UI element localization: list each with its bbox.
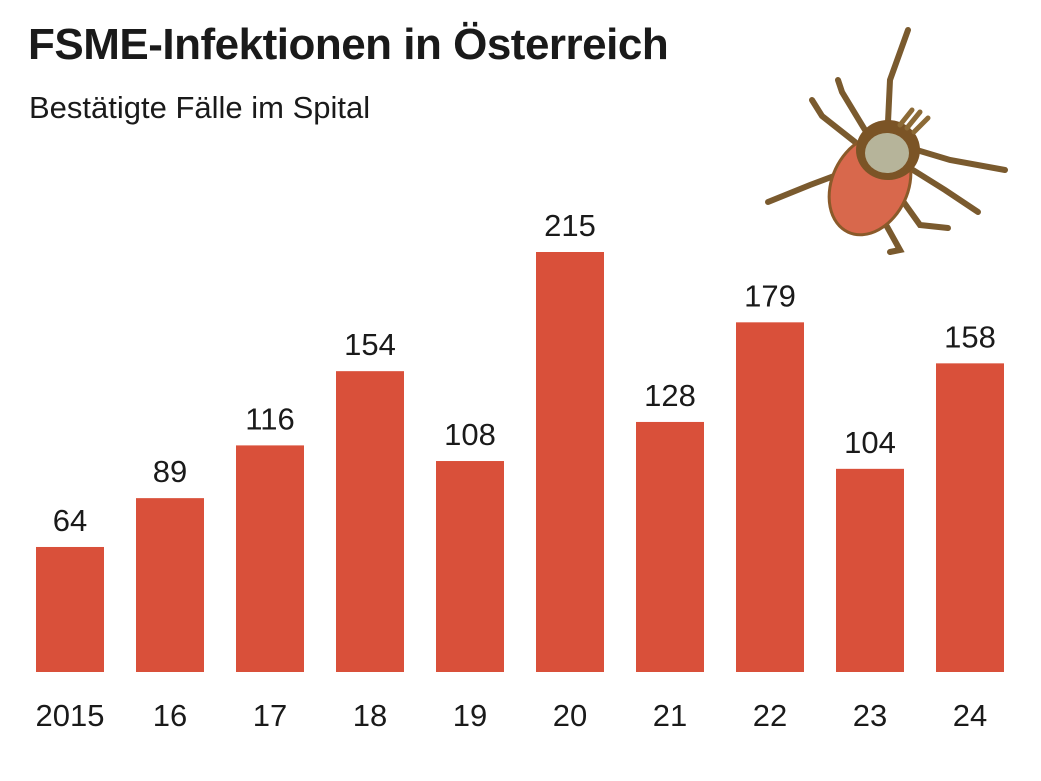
data-label: 116	[245, 401, 294, 436]
bar-17	[236, 445, 304, 672]
x-tick-label: 22	[753, 698, 787, 733]
x-tick-label: 23	[853, 698, 887, 733]
x-tick-label: 19	[453, 698, 487, 733]
bar-2015	[36, 546, 104, 672]
bar-19	[436, 461, 504, 672]
x-tick-label: 18	[353, 698, 387, 733]
x-tick-label: 20	[553, 698, 587, 733]
x-tick-label: 24	[953, 698, 987, 733]
bar-16	[136, 498, 204, 672]
x-tick-label: 21	[653, 698, 687, 733]
x-tick-label: 17	[253, 698, 287, 733]
data-label: 158	[944, 319, 996, 354]
chart-title: FSME-Infektionen in Österreich	[28, 20, 669, 69]
tick-illustration	[765, 27, 1008, 255]
data-label: 104	[844, 425, 896, 460]
bar-20	[536, 252, 604, 672]
bar-22	[736, 322, 804, 672]
data-label: 128	[644, 378, 696, 413]
data-label: 179	[744, 278, 796, 313]
x-tick-label: 2015	[36, 698, 105, 733]
x-tick-label: 16	[153, 698, 187, 733]
chart-subtitle: Bestätigte Fälle im Spital	[29, 90, 371, 125]
data-label: 215	[544, 208, 596, 243]
data-label: 154	[344, 327, 396, 362]
data-label: 64	[53, 503, 87, 538]
bar-24	[936, 363, 1004, 672]
bar-18	[336, 371, 404, 672]
data-label: 108	[444, 417, 496, 452]
bar-21	[636, 421, 704, 672]
data-label: 89	[153, 454, 187, 489]
bar-23	[836, 468, 904, 672]
